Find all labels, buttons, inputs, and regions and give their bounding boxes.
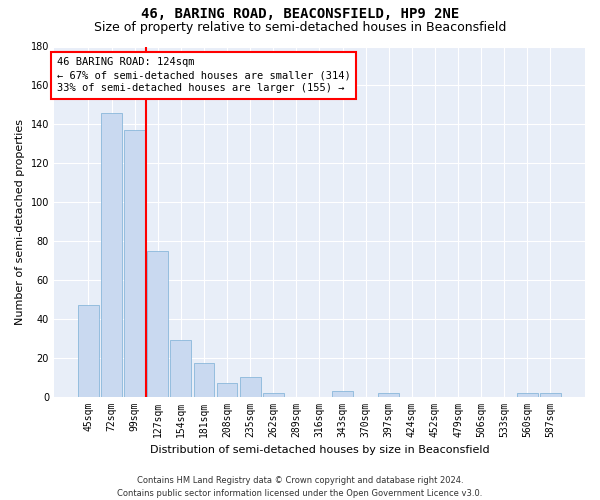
Text: Contains HM Land Registry data © Crown copyright and database right 2024.
Contai: Contains HM Land Registry data © Crown c… (118, 476, 482, 498)
Y-axis label: Number of semi-detached properties: Number of semi-detached properties (15, 118, 25, 324)
Bar (170, 340, 191, 396)
Bar (148, 250, 168, 396)
Bar (517, 392, 538, 396)
Bar (194, 364, 214, 396)
Bar (379, 392, 399, 396)
Bar (240, 377, 260, 396)
Text: 46 BARING ROAD: 124sqm
← 67% of semi-detached houses are smaller (314)
33% of se: 46 BARING ROAD: 124sqm ← 67% of semi-det… (56, 57, 350, 94)
Text: 46, BARING ROAD, BEACONSFIELD, HP9 2NE: 46, BARING ROAD, BEACONSFIELD, HP9 2NE (141, 8, 459, 22)
Bar (101, 112, 122, 397)
X-axis label: Distribution of semi-detached houses by size in Beaconsfield: Distribution of semi-detached houses by … (149, 445, 489, 455)
Bar (78, 305, 99, 396)
Bar (263, 392, 284, 396)
Bar (217, 383, 238, 396)
Bar (332, 390, 353, 396)
Bar (540, 392, 561, 396)
Bar (124, 130, 145, 396)
Text: Size of property relative to semi-detached houses in Beaconsfield: Size of property relative to semi-detach… (94, 21, 506, 34)
